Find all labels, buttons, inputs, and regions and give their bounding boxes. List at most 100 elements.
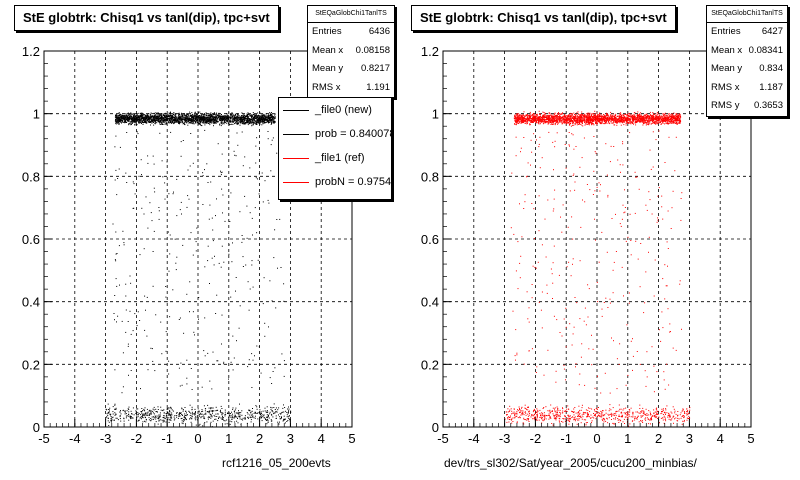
scatter-point — [202, 411, 203, 412]
scatter-point — [196, 425, 197, 426]
scatter-point — [223, 118, 224, 119]
scatter-point — [233, 369, 234, 370]
scatter-point — [215, 215, 216, 216]
scatter-point — [209, 417, 210, 418]
scatter-point — [168, 415, 169, 416]
scatter-point — [147, 116, 148, 117]
scatter-point — [231, 117, 232, 118]
scatter-point — [132, 118, 133, 119]
scatter-point — [188, 121, 189, 122]
scatter-point — [136, 414, 137, 415]
scatter-point — [143, 417, 144, 418]
scatter-point — [269, 418, 270, 419]
scatter-point — [133, 208, 134, 209]
scatter-point — [119, 285, 120, 286]
scatter-point — [250, 120, 251, 121]
scatter-point — [126, 310, 127, 311]
scatter-point — [155, 416, 156, 417]
scatter-point — [211, 411, 212, 412]
scatter-point — [125, 410, 126, 411]
scatter-point — [225, 122, 226, 123]
scatter-point — [222, 414, 223, 415]
scatter-point — [119, 121, 120, 122]
scatter-point — [258, 115, 259, 116]
scatter-point — [234, 116, 235, 117]
scatter-point — [199, 425, 200, 426]
scatter-point — [182, 385, 183, 386]
scatter-point — [220, 171, 221, 172]
scatter-point — [130, 417, 131, 418]
scatter-point — [160, 120, 161, 121]
scatter-point — [184, 417, 185, 418]
scatter-point — [175, 263, 176, 264]
scatter-point — [245, 122, 246, 123]
scatter-point — [147, 115, 148, 116]
scatter-point — [224, 120, 225, 121]
scatter-point — [172, 289, 173, 290]
scatter-point — [657, 114, 658, 115]
scatter-point — [255, 122, 256, 123]
scatter-point — [151, 413, 152, 414]
scatter-point — [128, 124, 129, 125]
scatter-point — [122, 122, 123, 123]
scatter-point — [121, 117, 122, 118]
scatter-point — [557, 124, 558, 125]
scatter-point — [218, 143, 219, 144]
scatter-point — [608, 115, 609, 116]
scatter-point — [182, 114, 183, 115]
scatter-point — [615, 114, 616, 115]
scatter-point — [186, 294, 187, 295]
scatter-point — [156, 417, 157, 418]
scatter-point — [181, 214, 182, 215]
scatter-point — [253, 114, 254, 115]
scatter-point — [248, 119, 249, 120]
scatter-point — [285, 419, 286, 420]
scatter-point — [248, 124, 249, 125]
scatter-point — [135, 120, 136, 121]
scatter-point — [143, 414, 144, 415]
scatter-point — [207, 353, 208, 354]
scatter-point — [263, 411, 264, 412]
scatter-point — [204, 114, 205, 115]
scatter-point — [158, 421, 159, 422]
scatter-point — [232, 114, 233, 115]
scatter-point — [283, 404, 284, 405]
scatter-point — [175, 122, 176, 123]
scatter-point — [147, 155, 148, 156]
scatter-point — [200, 414, 201, 415]
scatter-point — [189, 281, 190, 282]
scatter-point — [275, 116, 276, 117]
scatter-point — [225, 221, 226, 222]
scatter-point — [203, 121, 204, 122]
scatter-point — [267, 406, 268, 407]
scatter-point — [193, 332, 194, 333]
scatter-point — [150, 125, 151, 126]
scatter-point — [231, 415, 232, 416]
scatter-point — [239, 211, 240, 212]
scatter-point — [161, 116, 162, 117]
scatter-point — [212, 416, 213, 417]
scatter-point — [187, 125, 188, 126]
scatter-point — [151, 119, 152, 120]
scatter-point — [208, 419, 209, 420]
scatter-point — [140, 418, 141, 419]
scatter-point — [158, 121, 159, 122]
scatter-point — [232, 121, 233, 122]
scatter-point — [236, 340, 237, 341]
scatter-point — [250, 212, 251, 213]
scatter-point — [188, 123, 189, 124]
scatter-point — [645, 121, 646, 122]
scatter-point — [126, 121, 127, 122]
scatter-point — [189, 199, 190, 200]
scatter-point — [127, 113, 128, 114]
scatter-point — [624, 118, 625, 119]
scatter-point — [203, 350, 204, 351]
scatter-point — [179, 319, 180, 320]
scatter-point — [128, 416, 129, 417]
scatter-point — [185, 120, 186, 121]
scatter-point — [202, 416, 203, 417]
scatter-point — [164, 122, 165, 123]
scatter-point — [188, 114, 189, 115]
scatter-point — [156, 421, 157, 422]
scatter-point — [115, 409, 116, 410]
